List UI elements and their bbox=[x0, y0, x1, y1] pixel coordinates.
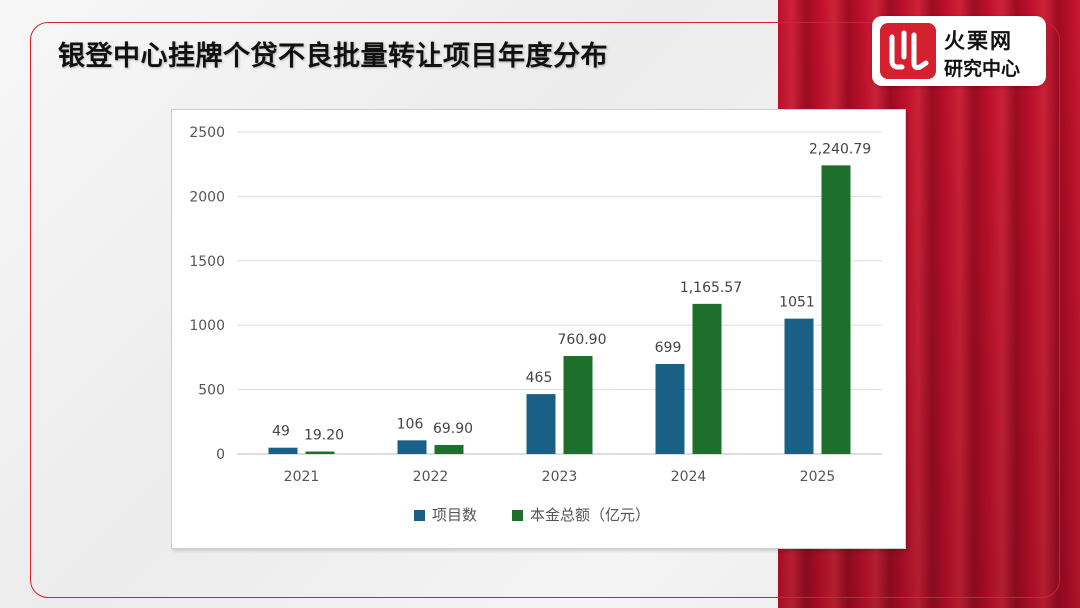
y-tick-label: 1000 bbox=[189, 318, 225, 334]
data-label: 465 bbox=[526, 370, 553, 386]
page-title: 银登中心挂牌个贷不良批量转让项目年度分布 bbox=[58, 41, 608, 72]
legend-swatch bbox=[512, 510, 523, 521]
bar-principal-total bbox=[821, 165, 851, 455]
x-tick-label: 2022 bbox=[413, 469, 449, 485]
data-label: 760.90 bbox=[558, 332, 607, 348]
data-label: 2,240.79 bbox=[809, 141, 871, 157]
x-tick-label: 2024 bbox=[671, 469, 707, 485]
y-tick-label: 1500 bbox=[189, 254, 225, 270]
legend-label: 项目数 bbox=[432, 506, 477, 524]
bar-project-count bbox=[397, 440, 427, 454]
data-label: 49 bbox=[272, 424, 290, 440]
x-tick-label: 2021 bbox=[284, 469, 320, 485]
bar-project-count bbox=[268, 447, 298, 454]
chart-panel: 0 500 1000 1500 2000 2500 2021 49 19.20 2022 106 69… bbox=[171, 109, 906, 549]
bar-principal-total bbox=[305, 451, 335, 454]
bar-principal-total bbox=[434, 444, 464, 454]
logo-text-name: 火栗网 bbox=[944, 29, 1013, 53]
data-label: 69.90 bbox=[433, 421, 473, 437]
legend-swatch bbox=[414, 510, 425, 521]
y-tick-label: 2000 bbox=[189, 189, 225, 205]
content-frame bbox=[30, 22, 1060, 598]
logo-text-sub: 研究中心 bbox=[944, 58, 1021, 80]
bar-principal-total bbox=[563, 355, 593, 454]
y-tick-label: 500 bbox=[198, 383, 225, 399]
bar-project-count bbox=[655, 363, 685, 454]
y-tick-label: 2500 bbox=[189, 125, 225, 141]
data-label: 1,165.57 bbox=[680, 280, 742, 296]
y-tick-label: 0 bbox=[216, 447, 225, 463]
bar-project-count bbox=[784, 318, 814, 454]
bar-principal-total bbox=[692, 303, 722, 454]
data-label: 19.20 bbox=[304, 428, 344, 444]
logo-mark-icon bbox=[880, 23, 936, 79]
bar-chart: 0 500 1000 1500 2000 2500 2021 49 19.20 2022 106 69… bbox=[189, 125, 882, 524]
data-label: 106 bbox=[397, 416, 424, 432]
legend-label: 本金总额（亿元） bbox=[530, 506, 650, 524]
x-tick-label: 2025 bbox=[800, 469, 836, 485]
data-label: 699 bbox=[655, 340, 682, 356]
brand-logo: 火栗网 研究中心 bbox=[872, 16, 1046, 86]
x-tick-label: 2023 bbox=[542, 469, 578, 485]
bar-project-count bbox=[526, 394, 556, 454]
data-label: 1051 bbox=[779, 295, 815, 311]
